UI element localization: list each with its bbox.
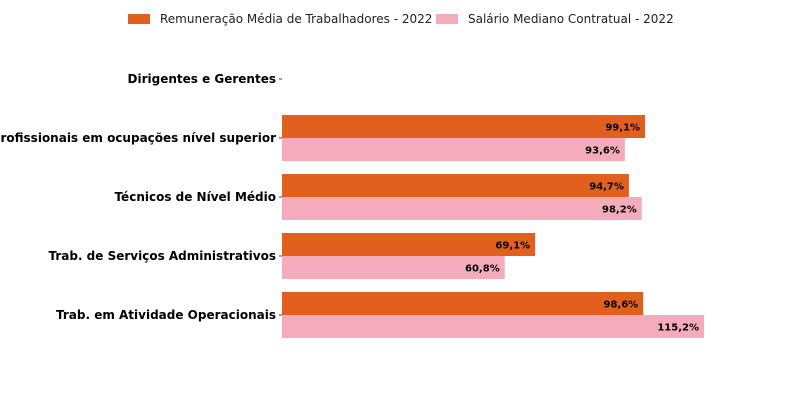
bar-remuneracao — [282, 292, 644, 315]
legend-label-remuneracao: Remuneração Média de Trabalhadores - 202… — [160, 12, 433, 26]
category-label: Técnicos de Nível Médio — [114, 190, 276, 204]
legend-item-salario: Salário Mediano Contratual - 2022 — [436, 12, 674, 26]
data-label: 60,8% — [465, 264, 500, 275]
category-label: Dirigentes e Gerentes — [128, 72, 277, 86]
legend-label-salario: Salário Mediano Contratual - 2022 — [468, 12, 674, 26]
bar-remuneracao — [282, 233, 536, 256]
bar-salario — [282, 138, 625, 161]
data-label: 99,1% — [605, 123, 640, 134]
bar-salario — [282, 197, 642, 220]
category-label: Trab. em Atividade Operacionais — [56, 308, 276, 322]
data-label: 98,6% — [603, 300, 638, 311]
data-label: 98,2% — [602, 205, 637, 216]
data-label: 93,6% — [585, 146, 620, 157]
legend-swatch-remuneracao — [128, 14, 150, 24]
legend-item-remuneracao: Remuneração Média de Trabalhadores - 202… — [128, 12, 432, 26]
category-label: Profissionais em ocupações nível superio… — [0, 131, 276, 145]
data-label: 69,1% — [495, 241, 530, 252]
legend: Remuneração Média de Trabalhadores - 202… — [0, 12, 800, 30]
legend-swatch-salario — [436, 14, 458, 24]
bar-salario — [282, 256, 505, 279]
category-label: Trab. de Serviços Administrativos — [48, 249, 276, 263]
bar-remuneracao — [282, 174, 629, 197]
data-label: 115,2% — [657, 323, 699, 334]
data-label: 94,7% — [589, 182, 624, 193]
bar-remuneracao — [282, 115, 646, 138]
bar-salario — [282, 315, 704, 338]
